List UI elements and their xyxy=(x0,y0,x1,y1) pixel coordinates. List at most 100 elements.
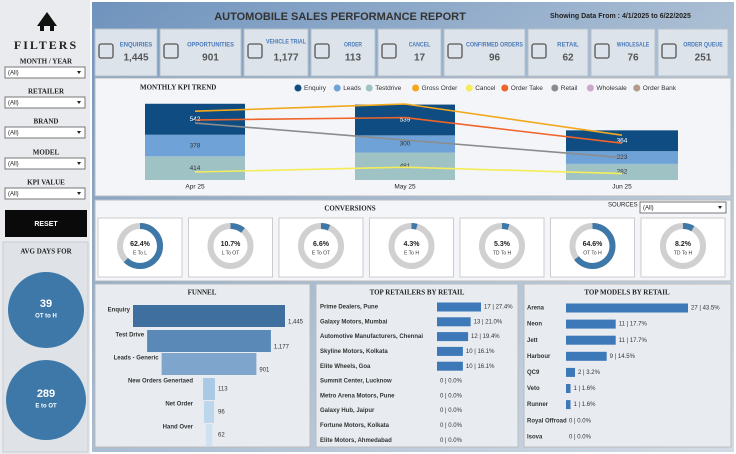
dropdown[interactable] xyxy=(4,96,86,109)
dropdown-value[interactable]: (All) xyxy=(8,71,19,77)
bar-segment xyxy=(355,104,455,136)
legend-label: Gross Order xyxy=(422,85,459,92)
row-label: Galaxy Motors, Mumbai xyxy=(320,319,388,325)
legend-label: Cancel xyxy=(475,85,496,92)
kpi-value: 76 xyxy=(627,53,639,64)
funnel-value: 1,445 xyxy=(288,320,304,326)
dropdown[interactable] xyxy=(4,157,86,170)
dropdown-arrow[interactable] xyxy=(77,131,81,134)
donut-label: OT To H xyxy=(583,250,602,256)
row-label: Runner xyxy=(527,402,549,408)
bar xyxy=(437,361,463,371)
reset-label[interactable]: RESET xyxy=(34,221,58,228)
bar xyxy=(566,335,616,345)
donut-label: E To H xyxy=(404,250,419,256)
donut-value: 5.3% xyxy=(494,241,511,248)
kpi-label: ENQUIRIES xyxy=(120,43,152,49)
avg-days-value: 289 xyxy=(37,388,55,400)
filter-label: BRAND xyxy=(34,118,59,126)
kpi-label: ORDER QUEUE xyxy=(683,43,723,49)
kpi-card xyxy=(377,28,442,77)
dropdown-value[interactable]: (All) xyxy=(8,162,19,168)
funnel-label: Enquiry xyxy=(108,308,131,314)
kpi-label: VEHICLE TRIAL xyxy=(266,40,306,46)
dropdown-arrow[interactable] xyxy=(718,206,722,209)
kpi-value: 17 xyxy=(414,53,426,64)
funnel-bar xyxy=(133,305,285,327)
dropdown[interactable] xyxy=(639,201,727,214)
bar xyxy=(566,351,607,361)
conversions-title: CONVERSIONS xyxy=(324,205,375,213)
kpi-label: CANCEL xyxy=(409,43,431,49)
dropdown-value[interactable]: (All) xyxy=(643,206,654,212)
funnel-bar xyxy=(203,401,215,423)
bar xyxy=(566,303,688,313)
donut-arc xyxy=(569,223,616,269)
reset-button[interactable] xyxy=(5,210,87,237)
trend-line xyxy=(194,166,623,175)
bar-segment xyxy=(566,163,678,180)
bar-value-label: 1 | 1.6% xyxy=(574,386,597,392)
dropdown[interactable] xyxy=(4,126,86,139)
funnel-label: New Orders Genertaed xyxy=(128,379,193,385)
bar-value-label: 0 | 0.0% xyxy=(440,379,463,385)
legend-label: Leads xyxy=(343,85,361,92)
home-icon[interactable] xyxy=(37,12,57,31)
avg-days-circle xyxy=(6,360,86,440)
funnel-value: 1,177 xyxy=(274,345,290,351)
bar xyxy=(437,332,469,342)
row-label: Arena xyxy=(527,306,545,312)
dropdown[interactable] xyxy=(4,66,86,79)
bar-value-label: 364 xyxy=(617,137,628,144)
bar-value-label: 414 xyxy=(190,165,201,172)
donut-value: 8.2% xyxy=(675,241,692,248)
dropdown-arrow[interactable] xyxy=(77,101,81,104)
legend-label: Order Bank xyxy=(643,85,677,92)
legend-swatch xyxy=(412,84,420,92)
bar-value-label: 0 | 0.0% xyxy=(440,393,463,399)
row-label: Isova xyxy=(527,434,543,440)
kpi-icon xyxy=(314,43,330,59)
bar-segment xyxy=(145,134,245,157)
bar-value-label: 12 | 19.4% xyxy=(471,334,500,340)
funnel-title: FUNNEL xyxy=(188,289,217,297)
trend-line xyxy=(194,122,623,159)
row-label: Galaxy Hub, Jaipur xyxy=(320,408,375,414)
kpi-value: 1,177 xyxy=(273,53,298,64)
dropdown-value[interactable]: (All) xyxy=(8,192,19,198)
legend-swatch xyxy=(551,84,559,92)
bar-value-label: 9 | 14.5% xyxy=(610,354,636,360)
funnel-value: 901 xyxy=(259,368,270,374)
bar-value-label: 10 | 16.1% xyxy=(466,349,495,355)
dropdown-value[interactable]: (All) xyxy=(8,131,19,137)
kpi-card xyxy=(443,28,526,77)
dropdown[interactable] xyxy=(4,187,86,200)
bar-value-label: 539 xyxy=(400,117,411,124)
kpi-value: 1,445 xyxy=(123,53,148,64)
funnel-value: 62 xyxy=(218,433,225,439)
kpi-icon xyxy=(381,43,397,59)
kpi-icon xyxy=(447,43,463,59)
bar-value-label: 0 | 0.0% xyxy=(440,423,463,429)
donut-label: TD To H xyxy=(674,250,693,256)
row-label: Elite Wheels, Goa xyxy=(320,364,371,370)
row-label: Summit Center, Lucknow xyxy=(320,379,392,385)
kpi-icon xyxy=(661,43,677,59)
panel-title: TOP RETAILERS BY RETAIL xyxy=(370,289,465,297)
donut-label: E To L xyxy=(133,250,147,256)
dropdown-arrow[interactable] xyxy=(77,192,81,195)
bar-value-label: 0 | 0.0% xyxy=(569,434,592,440)
kpi-icon xyxy=(163,43,179,59)
dropdown-arrow[interactable] xyxy=(77,162,81,165)
funnel-bar xyxy=(147,330,271,352)
dropdown-value[interactable]: (All) xyxy=(8,101,19,107)
legend-swatch xyxy=(294,84,302,92)
funnel-value: 96 xyxy=(218,410,225,416)
bar-value-label: 11 | 17.7% xyxy=(619,338,648,344)
donut-arc xyxy=(207,223,254,269)
row-label: Automotive Manufacturers, Chennai xyxy=(320,334,423,340)
kpi-card xyxy=(527,28,589,77)
bar-value-label: 2 | 3.2% xyxy=(578,370,601,376)
dropdown-arrow[interactable] xyxy=(77,71,81,74)
funnel-bar xyxy=(161,353,257,375)
